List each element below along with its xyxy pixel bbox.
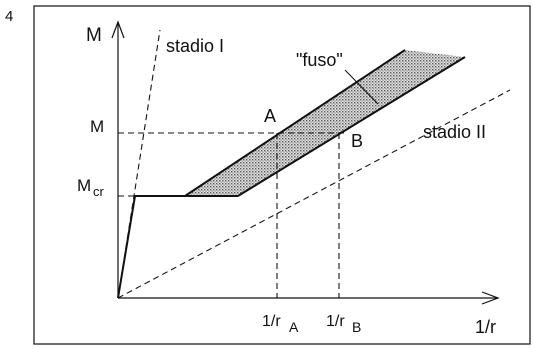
frame-border [33, 5, 531, 345]
x-tick-ra: 1/r [262, 313, 281, 330]
stadio-2-line [117, 89, 511, 299]
lower-bound-line [237, 56, 466, 197]
y-tick-mcr-sub: cr [93, 184, 105, 199]
y-tick-m: M [90, 117, 104, 136]
stadio-2-label: stadio II [423, 122, 486, 142]
point-a-label: A [264, 106, 276, 126]
point-b-label: B [351, 131, 363, 151]
y-axis-arrow [111, 20, 125, 39]
main-curve [117, 49, 406, 299]
figure-number: 4 [5, 8, 14, 25]
x-axis-arrow [481, 291, 500, 305]
x-tick-ra-sub: A [289, 319, 299, 335]
fuso-band [185, 50, 465, 196]
fuso-label: "fuso" [296, 50, 343, 70]
y-tick-mcr: M [77, 176, 91, 195]
x-tick-rb-sub: B [352, 319, 361, 335]
stadio-1-label: stadio I [166, 36, 224, 56]
y-axis-label: M [86, 25, 102, 46]
fuso-leader [344, 69, 379, 105]
x-tick-rb: 1/r [326, 313, 345, 330]
x-axis-label: 1/r [475, 317, 496, 337]
